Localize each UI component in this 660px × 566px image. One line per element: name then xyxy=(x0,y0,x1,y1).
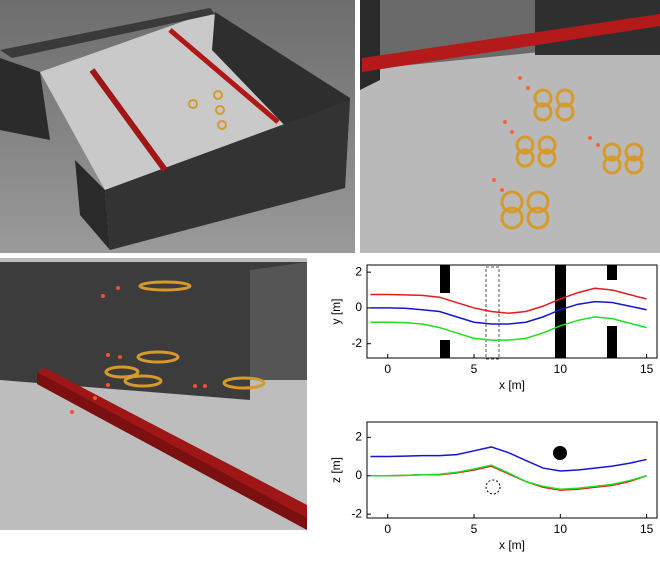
series-line xyxy=(370,465,646,489)
x-tick-label: 5 xyxy=(471,522,478,536)
render-closeup xyxy=(360,0,660,253)
y-tick-label: -2 xyxy=(351,336,362,350)
plot-frame xyxy=(367,422,657,518)
x-tick-label: 0 xyxy=(384,362,391,376)
y-tick-label: 2 xyxy=(355,430,362,444)
y-tick-label: 2 xyxy=(355,264,362,278)
figure: 0 5 10 15 -2 0 2 x [m] y [m] 0 5 10 15 -2 0 2 x [m] z [m] xyxy=(0,0,660,566)
x-tick-label: 10 xyxy=(554,522,568,536)
x-tick-label: 10 xyxy=(554,362,568,376)
x-axis-label: x [m] xyxy=(499,538,525,552)
x-tick-label: 15 xyxy=(640,362,654,376)
y-tick-label: -2 xyxy=(351,506,362,520)
x-tick-label: 0 xyxy=(384,522,391,536)
x-tick-label: 5 xyxy=(471,362,478,376)
y-tick-label: 0 xyxy=(355,468,362,482)
series-line xyxy=(370,466,646,490)
series-line xyxy=(370,317,646,340)
y-axis-label: y [m] xyxy=(329,299,343,325)
x-axis-label: x [m] xyxy=(499,378,525,392)
obstacles xyxy=(440,265,617,494)
y-tick-label: 0 xyxy=(355,300,362,314)
figure-canvas: 0 5 10 15 -2 0 2 x [m] y [m] 0 5 10 15 -2 0 2 x [m] z [m] xyxy=(0,0,660,566)
x-tick-label: 15 xyxy=(640,522,654,536)
render-overview xyxy=(0,0,355,253)
y-axis-label: z [m] xyxy=(329,457,343,483)
series-line xyxy=(370,447,646,471)
render-side xyxy=(0,258,307,530)
